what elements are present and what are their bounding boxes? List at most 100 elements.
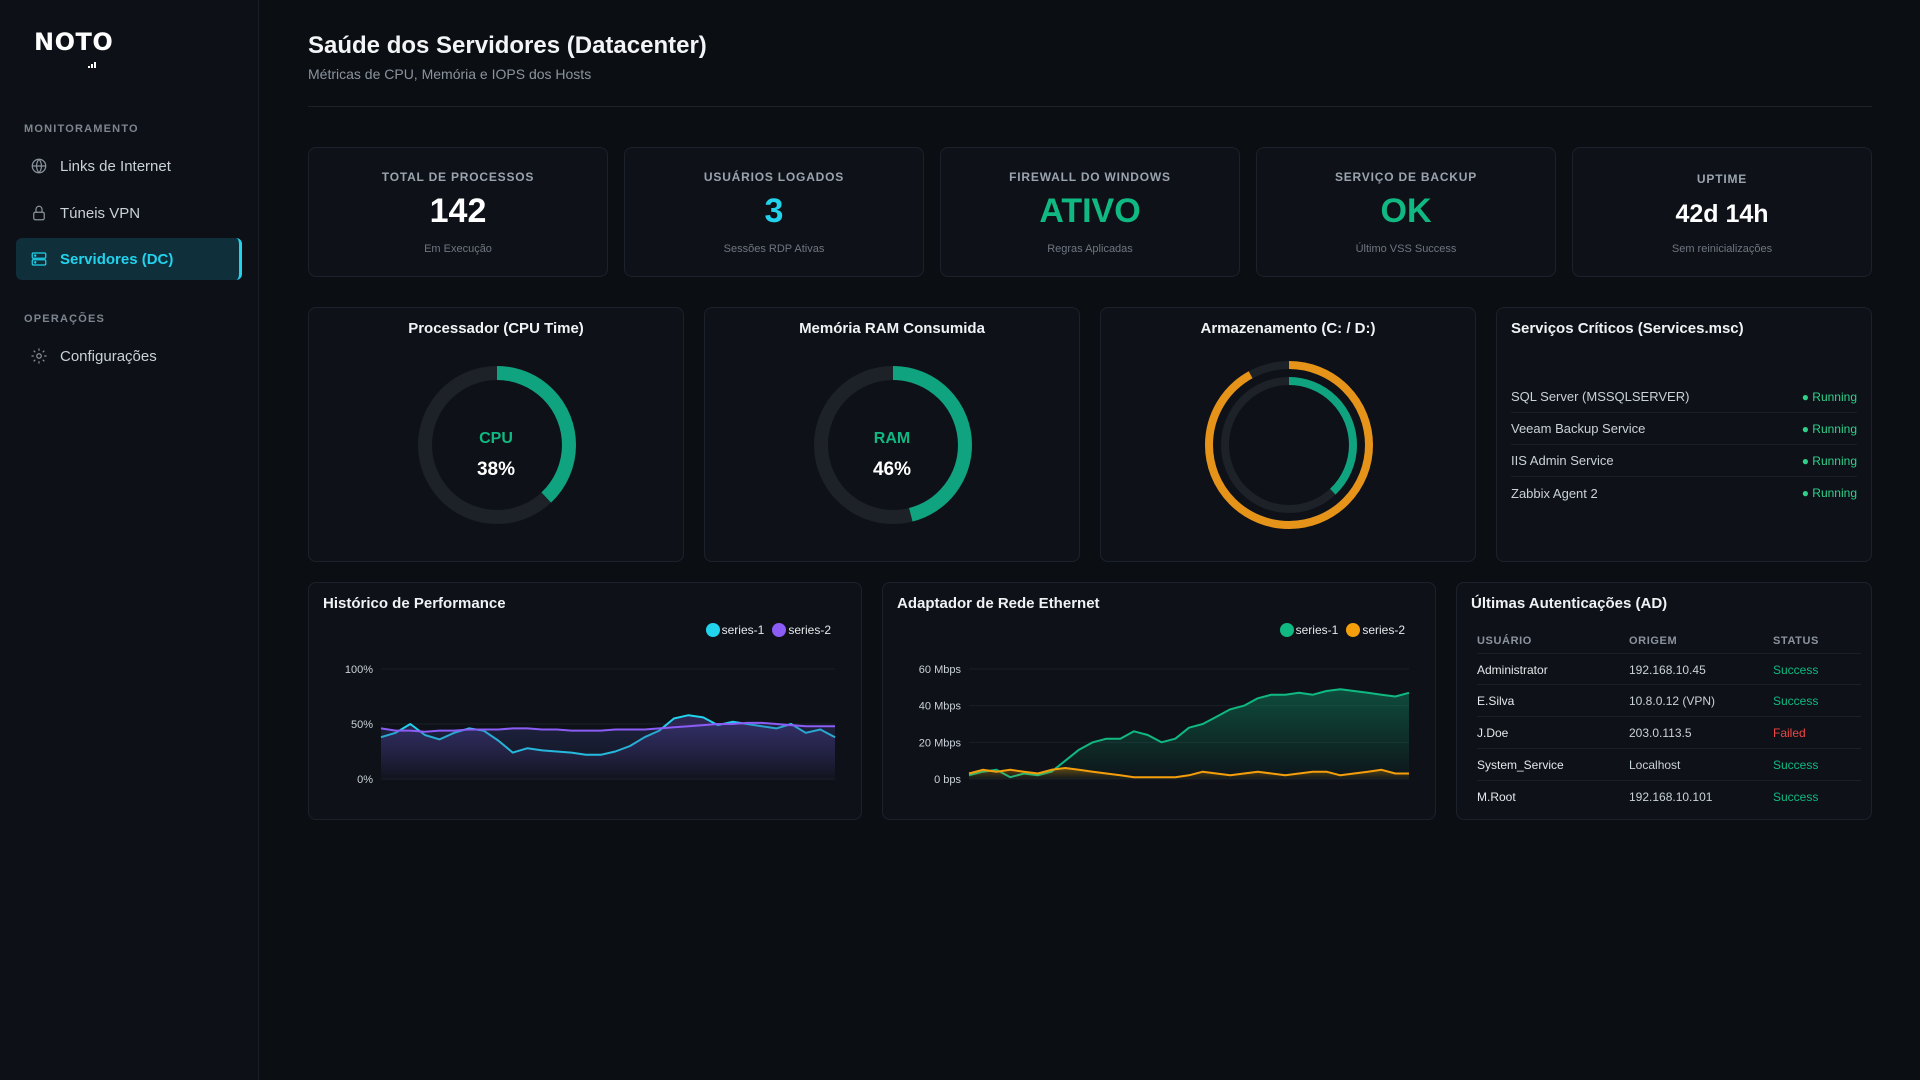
kpi-label: UPTIME [1696,172,1748,186]
ram-gauge-card: Memória RAM Consumida RAM 46% [704,307,1080,562]
sidebar-item-configuracoes[interactable]: Configurações [16,335,242,377]
kpi-label: TOTAL DE PROCESSOS [381,170,535,184]
service-row: Zabbix Agent 2 ● Running [1511,477,1857,509]
legend-swatch [772,623,787,637]
table-row: J.Doe 203.0.113.5 Failed [1477,717,1861,749]
legend-item[interactable]: series-2 [1346,623,1405,637]
auth-table-card: Últimas Autenticações (AD) USUÁRIO ORIGE… [1456,582,1872,820]
lock-icon [33,205,45,221]
signal-bars-icon [88,50,100,68]
performance-chart-card: Histórico de Performance series-1 series… [308,582,862,820]
kpi-label: FIREWALL DO WINDOWS [1009,170,1171,184]
kpi-note: Sessões RDP Ativas [723,243,825,255]
sidebar-item-links-internet[interactable]: Links de Internet [16,145,242,187]
y-tick-label: 50% [351,719,373,731]
storage-inner-arc [1221,377,1357,513]
sidebar-item-label: Links de Internet [60,157,171,175]
storage-gauge-card: Armazenamento (C: / D:) [1100,307,1476,562]
sidebar-item-label: Servidores (DC) [60,250,174,268]
legend-label: series-2 [1362,623,1405,637]
kpi-note: Último VSS Success [1355,243,1457,255]
legend-label: series-1 [721,623,765,637]
storage-gauge [1205,361,1373,529]
header-divider [308,106,1872,107]
nav-section-monitoramento: MONITORAMENTO [24,123,139,135]
cell-origin: 10.8.0.12 (VPN) [1629,694,1716,708]
cell-origin: 192.168.10.101 [1629,790,1713,804]
kpi-note: Sem reinicializações [1671,243,1773,255]
service-name: IIS Admin Service [1511,453,1614,468]
cell-status: Success [1773,663,1819,677]
table-row: M.Root 192.168.10.101 Success [1477,781,1861,813]
kpi-value: 3 [764,192,784,230]
table-header: USUÁRIO ORIGEM STATUS [1477,633,1861,653]
kpi-card-backup: SERVIÇO DE BACKUP OK Último VSS Success [1256,147,1556,277]
card-title: Adaptador de Rede Ethernet [897,595,1100,612]
sidebar-item-label: Túneis VPN [60,204,141,222]
cell-origin: Localhost [1629,758,1681,772]
kpi-label: USUÁRIOS LOGADOS [703,170,845,184]
cell-user: M.Root [1477,790,1516,804]
legend-swatch [705,623,720,637]
performance-chart: 100% 50% 0% [345,664,836,786]
card-title: Memória RAM Consumida [799,320,985,337]
series-line-2 [380,721,835,733]
sidebar-item-tuneis-vpn[interactable]: Túneis VPN [16,192,242,234]
brand-logo[interactable]: NOTO [34,28,114,56]
services-card: Serviços Críticos (Services.msc) SQL Ser… [1496,307,1872,562]
gear-icon [31,348,47,364]
series-area-2 [381,722,835,779]
card-title: Histórico de Performance [323,595,506,612]
table-row: Administrator 192.168.10.45 Success [1477,653,1861,685]
legend-item[interactable]: series-1 [705,623,765,637]
gauge-value: 46% [872,459,912,480]
cell-origin: 192.168.10.45 [1629,663,1706,677]
service-name: Zabbix Agent 2 [1511,485,1598,501]
cell-user: System_Service [1477,758,1564,772]
series-area-1 [969,689,1409,779]
kpi-card-firewall: FIREWALL DO WINDOWS ATIVO Regras Aplicad… [940,147,1240,277]
ram-gauge [814,366,972,524]
legend-label: series-1 [1295,623,1339,637]
gauge-name: RAM [873,430,911,447]
ram-gauge-arc [814,366,972,524]
cpu-gauge [418,366,576,524]
legend-label: series-2 [788,623,831,637]
cpu-gauge-arc [418,366,576,524]
kpi-value: 142 [429,192,487,230]
cpu-gauge-card: Processador (CPU Time) CPU 38% [308,307,684,562]
legend-item[interactable]: series-2 [772,623,831,637]
kpi-value: ATIVO [1039,192,1141,230]
service-row: IIS Admin Service ● Running [1511,445,1857,477]
nav-section-operacoes: OPERAÇÕES [24,313,106,325]
card-title: Serviços Críticos (Services.msc) [1511,320,1744,337]
kpi-card-usuarios: USUÁRIOS LOGADOS 3 Sessões RDP Ativas [624,147,924,277]
storage-outer-arc [1205,361,1373,529]
legend-swatch [1346,623,1361,637]
gauge-value: 38% [476,459,516,480]
service-name: Veeam Backup Service [1511,421,1646,436]
column-header-status: STATUS [1773,635,1819,647]
service-status: ● Running [1801,421,1857,436]
cell-status: Success [1773,694,1819,708]
cell-status: Success [1773,790,1819,804]
y-tick-label: 0 bps [934,774,961,786]
cell-origin: 203.0.113.5 [1629,726,1692,740]
network-chart-card: Adaptador de Rede Ethernet series-1 seri… [882,582,1436,820]
kpi-note: Em Execução [424,243,492,255]
server-icon [31,252,47,266]
sidebar-item-label: Configurações [60,347,157,365]
kpi-value: OK [1380,192,1432,230]
legend-item[interactable]: series-1 [1279,623,1339,637]
y-tick-label: 100% [345,664,373,676]
cell-status: Failed [1773,726,1806,740]
service-status: ● Running [1801,453,1857,468]
series-line-2 [968,767,1409,779]
sidebar-item-servidores-dc[interactable]: Servidores (DC) [16,238,242,280]
card-title: Últimas Autenticações (AD) [1471,595,1668,612]
service-status: ● Running [1801,486,1857,500]
chart-legend: series-1 series-2 [705,623,831,637]
cell-user: E.Silva [1477,694,1515,708]
network-chart: 60 Mbps 40 Mbps 20 Mbps 0 bps [919,664,1410,786]
card-title: Armazenamento (C: / D:) [1200,320,1376,337]
